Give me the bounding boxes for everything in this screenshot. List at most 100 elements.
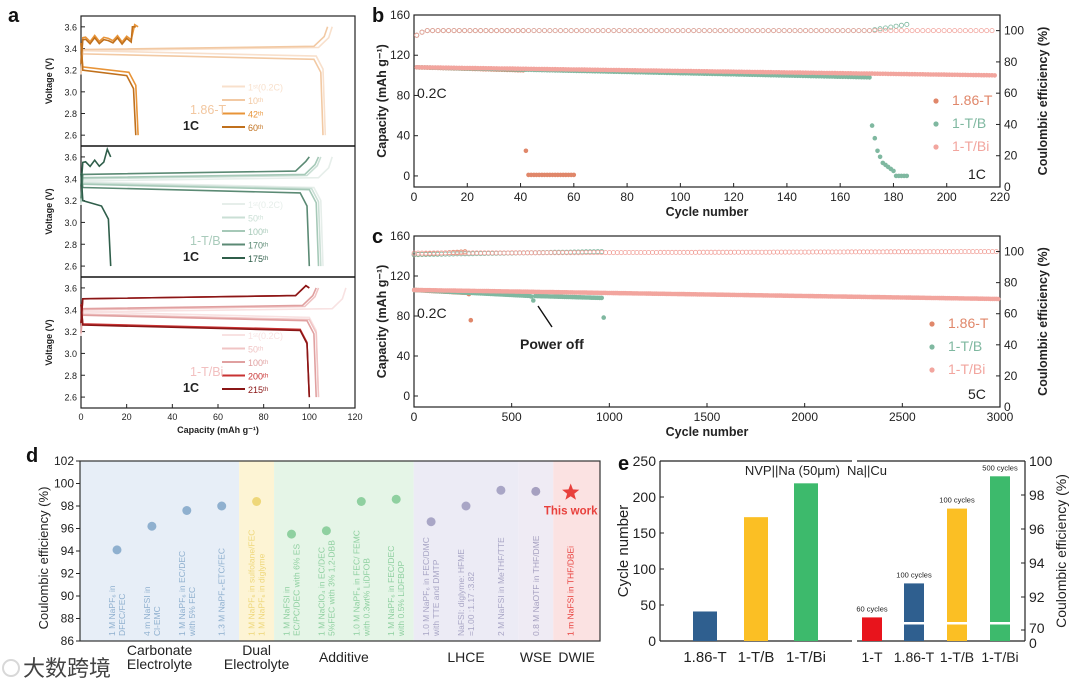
y-tick-label: 3.4 <box>64 174 77 184</box>
ce-data-point <box>496 485 506 495</box>
legend-label: 175ᵗʰ <box>248 254 269 264</box>
ce-point <box>712 28 718 34</box>
electrolyte-label: 1 m NaFSI in THF/DBEi <box>566 546 576 636</box>
y-tick-label-right: 0 <box>1004 400 1011 414</box>
charge-curve <box>80 156 333 206</box>
left-group-title: NVP||Na (50μm) <box>745 463 840 478</box>
rate-label: 1C <box>183 119 199 133</box>
ce-point <box>946 28 952 34</box>
y-tick-label: 92 <box>61 567 75 581</box>
discharge-curve <box>80 42 324 136</box>
y-tick-label: 3.2 <box>64 66 77 76</box>
x-tick-label: 40 <box>514 190 528 204</box>
legend-label: 60ᵗʰ <box>248 123 264 133</box>
initial-rate-label: 0.2C <box>417 305 447 321</box>
ce-point <box>872 28 878 34</box>
group-label: Electrolyte <box>224 656 290 672</box>
ce-point <box>648 28 654 34</box>
ce-data-point <box>112 545 122 555</box>
ce-point <box>531 28 537 34</box>
legend-label: 1-T/Bi <box>952 138 989 154</box>
ce-point <box>835 28 841 34</box>
y-tick-label: 88 <box>61 612 75 626</box>
y-tick-label: 0 <box>403 389 410 403</box>
legend-label: 50ᵗʰ <box>248 345 264 355</box>
voltage-subplot-1.86-T <box>80 23 333 136</box>
x-category-label: 1-T/B <box>940 649 974 665</box>
x-tick-label: 2500 <box>889 410 916 424</box>
ce-point <box>813 28 819 34</box>
electrolyte-label: with 0.3wt% LiDFOB <box>361 558 371 637</box>
y-tick-label: 3.2 <box>64 327 77 337</box>
y-tick-label: 50 <box>640 597 656 613</box>
rate-label: 1C <box>183 381 199 395</box>
ce-point <box>867 28 873 34</box>
ce-point <box>856 28 862 34</box>
ce-point <box>877 26 883 32</box>
ce-point <box>941 28 947 34</box>
y-tick-label-right: 20 <box>1004 149 1018 163</box>
x-tick-label: 40 <box>167 412 177 422</box>
ce-point <box>605 28 611 34</box>
y-tick-label: 3.2 <box>64 196 77 206</box>
y-tick-label: 40 <box>397 349 411 363</box>
cycle-number-bar-chart <box>659 460 1026 642</box>
this-work-label: This work <box>544 506 598 518</box>
y-tick-label: 102 <box>54 454 74 468</box>
ce-point <box>664 28 670 34</box>
y-tick-label: 120 <box>390 48 410 62</box>
ce-point <box>446 28 452 34</box>
ce-point <box>755 28 761 34</box>
ce-point <box>440 28 446 34</box>
ce-point <box>968 28 974 34</box>
ce-point <box>515 28 521 34</box>
capacity-point <box>867 75 872 80</box>
ce-point <box>877 28 883 34</box>
capacity-point <box>468 317 474 323</box>
electrolyte-label: 1 M NaPF₆ in <box>107 585 117 636</box>
x-tick-label: 20 <box>461 190 475 204</box>
x-tick-label: 60 <box>213 412 223 422</box>
capacity-point <box>875 148 880 154</box>
ce-point <box>563 28 569 34</box>
ce-point <box>701 28 707 34</box>
ce-point <box>435 28 441 34</box>
group-label: WSE <box>520 649 552 665</box>
ce-point <box>787 28 793 34</box>
y-tick-label: 3.4 <box>64 44 77 54</box>
ce-point <box>776 28 782 34</box>
cycling-plot-c <box>411 235 1001 408</box>
ce-data-point <box>182 506 192 515</box>
discharge-curve <box>80 173 112 267</box>
x-tick-label: 60 <box>567 190 581 204</box>
ce-point <box>819 28 825 34</box>
group-label: DWIE <box>558 649 595 665</box>
ce-point <box>883 28 889 34</box>
legend-label: 1.86-T <box>952 92 993 108</box>
capacity-point <box>529 294 534 299</box>
y-axis-label: Voltage (V) <box>44 319 54 365</box>
electrolyte-label: 1.0 M NaPF₆ in FEC/DMC <box>421 537 431 636</box>
ce-point <box>579 28 585 34</box>
y-tick-label: 2.6 <box>64 131 77 141</box>
y-tick-label: 80 <box>397 88 411 102</box>
y-axis-label: Capacity (mAh g⁻¹) <box>375 265 389 379</box>
electrolyte-label: =1.00 :1.17 :3.82 <box>466 572 476 636</box>
ce-point <box>952 28 958 34</box>
legend-label: 1ˢᵗ(0.2C) <box>248 200 283 210</box>
x-tick-label: 80 <box>259 412 269 422</box>
watermark: 大数跨境 <box>23 656 111 681</box>
x-tick-label: 120 <box>347 412 362 422</box>
y-tick-label: 160 <box>390 8 410 22</box>
electrolyte-label: Cl-EMC <box>152 606 162 636</box>
y-tick-label: 3.0 <box>64 87 77 97</box>
y-tick-label: 0 <box>648 633 656 649</box>
y-tick-label: 200 <box>633 489 657 505</box>
y-tick-label: 100 <box>54 477 74 491</box>
ce-point <box>792 28 798 34</box>
legend-label: 1-T/B <box>952 115 986 131</box>
ce-point <box>451 28 457 34</box>
electrolyte-label: 1.3 M NaPF₆-ETC/FEC <box>217 548 227 636</box>
panel-b-letter: b <box>372 5 384 27</box>
electrolyte-label: 5%FEC with 3% 1,2-DBB <box>326 540 336 636</box>
